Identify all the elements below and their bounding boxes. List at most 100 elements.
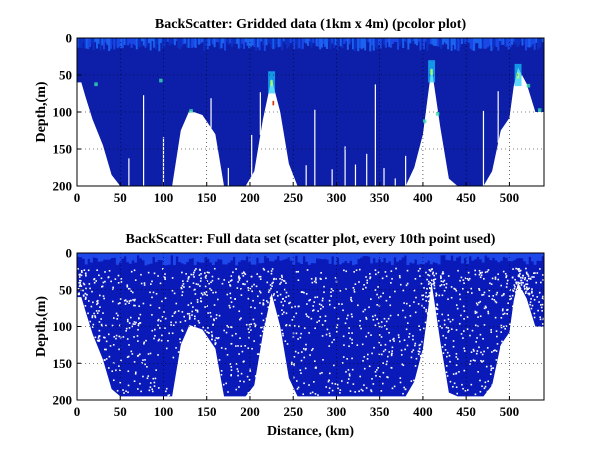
speckle-gap <box>281 313 284 315</box>
speckle-gap <box>526 272 528 275</box>
speckle-gap <box>295 312 298 315</box>
speckle-gap <box>88 300 90 302</box>
speckle-gap <box>110 280 112 283</box>
surface-point <box>102 253 106 260</box>
speckle-gap <box>473 350 475 352</box>
speckle-gap <box>230 343 233 345</box>
speckle-gap <box>183 315 186 318</box>
speckle-gap <box>433 284 436 287</box>
speckle-gap <box>293 364 295 367</box>
speckle-gap <box>115 369 117 372</box>
speckle-gap <box>390 354 393 357</box>
speckle-gap <box>188 318 191 320</box>
speckle-gap <box>400 354 403 356</box>
speckle-gap <box>527 292 529 295</box>
speckle-gap <box>247 289 250 292</box>
speckle-gap <box>243 272 246 274</box>
speckle-gap <box>150 283 152 285</box>
surface-cell <box>438 38 441 47</box>
speckle-gap <box>369 273 371 275</box>
surface-cell <box>390 38 393 48</box>
surface-cell <box>440 38 443 49</box>
speckle-gap <box>432 282 435 285</box>
speckle-gap <box>261 326 263 329</box>
surface-point <box>476 253 480 257</box>
speckle-gap <box>482 360 485 362</box>
surface-cell <box>381 38 384 42</box>
speckle-gap <box>446 375 449 377</box>
speckle-gap <box>198 274 201 276</box>
speckle-gap <box>377 286 379 288</box>
speckle-gap <box>304 367 307 370</box>
speckle-gap <box>285 324 287 327</box>
speckle-gap <box>157 319 159 322</box>
speckle-gap <box>319 372 321 375</box>
speckle-gap <box>263 327 265 330</box>
speckle-gap <box>270 296 272 298</box>
chart-title: BackScatter: Gridded data (1km x 4m) (pc… <box>155 17 467 32</box>
speckle-gap <box>99 294 101 297</box>
speckle-gap <box>525 283 527 286</box>
surface-point <box>458 253 462 257</box>
speckle-gap <box>295 271 298 273</box>
speckle-gap <box>494 276 497 279</box>
speckle-gap <box>220 370 223 372</box>
highlight-cell <box>430 69 433 75</box>
speckle-gap <box>218 314 221 317</box>
speckle-gap <box>402 392 404 395</box>
speckle-gap <box>82 294 85 297</box>
speckle-gap <box>208 282 210 285</box>
surface-cell <box>310 38 313 48</box>
speckle-gap <box>127 384 130 387</box>
speckle-gap <box>502 270 505 273</box>
surface-cell <box>410 38 413 44</box>
speckle-gap <box>360 388 363 391</box>
speckle-gap <box>92 301 94 304</box>
speckle-gap <box>200 277 202 280</box>
speckle-gap <box>513 284 516 286</box>
speckle-gap <box>481 385 483 388</box>
surface-cell <box>175 38 178 42</box>
surface-point <box>175 253 179 257</box>
surface-cell <box>246 38 249 46</box>
speckle-gap <box>247 347 250 350</box>
surface-point <box>406 253 410 266</box>
speckle-gap <box>455 304 458 306</box>
speckle-gap <box>130 290 133 292</box>
speckle-gap <box>229 285 232 287</box>
surface-cell <box>416 38 419 46</box>
x-tick-label: 450 <box>456 190 476 205</box>
speckle-gap <box>481 353 484 356</box>
speckle-gap <box>161 300 163 303</box>
speckle-gap <box>431 268 433 270</box>
speckle-gap <box>501 340 503 343</box>
speckle-gap <box>284 340 287 342</box>
surface-cell <box>206 38 209 50</box>
speckle-gap <box>177 310 180 312</box>
surface-cell <box>490 38 493 51</box>
speckle-gap <box>387 376 389 379</box>
speckle-gap <box>124 303 127 305</box>
speckle-gap <box>458 371 460 373</box>
speckle-gap <box>250 306 252 308</box>
speckle-gap <box>427 300 430 303</box>
speckle-gap <box>428 295 430 297</box>
surface-cell <box>426 38 429 51</box>
speckle-gap <box>506 308 509 311</box>
speckle-gap <box>397 334 400 336</box>
speckle-gap <box>234 298 236 300</box>
surface-cell <box>227 38 230 45</box>
speckle-gap <box>443 279 446 282</box>
speckle-gap <box>175 321 177 324</box>
surface-point <box>180 253 184 264</box>
speckle-gap <box>138 317 140 320</box>
speckle-gap <box>276 291 278 293</box>
speckle-gap <box>270 272 273 275</box>
surface-point <box>372 253 376 259</box>
speckle-gap <box>425 295 427 298</box>
speckle-gap <box>366 282 369 284</box>
speckle-gap <box>294 350 297 353</box>
speckle-gap <box>344 322 347 325</box>
speckle-gap <box>505 276 508 279</box>
speckle-gap <box>461 383 463 386</box>
